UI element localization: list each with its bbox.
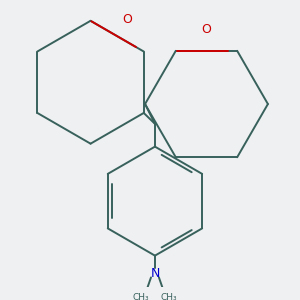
Text: O: O [202, 22, 212, 35]
Text: O: O [122, 13, 132, 26]
Text: CH₃: CH₃ [160, 293, 177, 300]
Text: N: N [150, 267, 160, 280]
Text: CH₃: CH₃ [133, 293, 149, 300]
